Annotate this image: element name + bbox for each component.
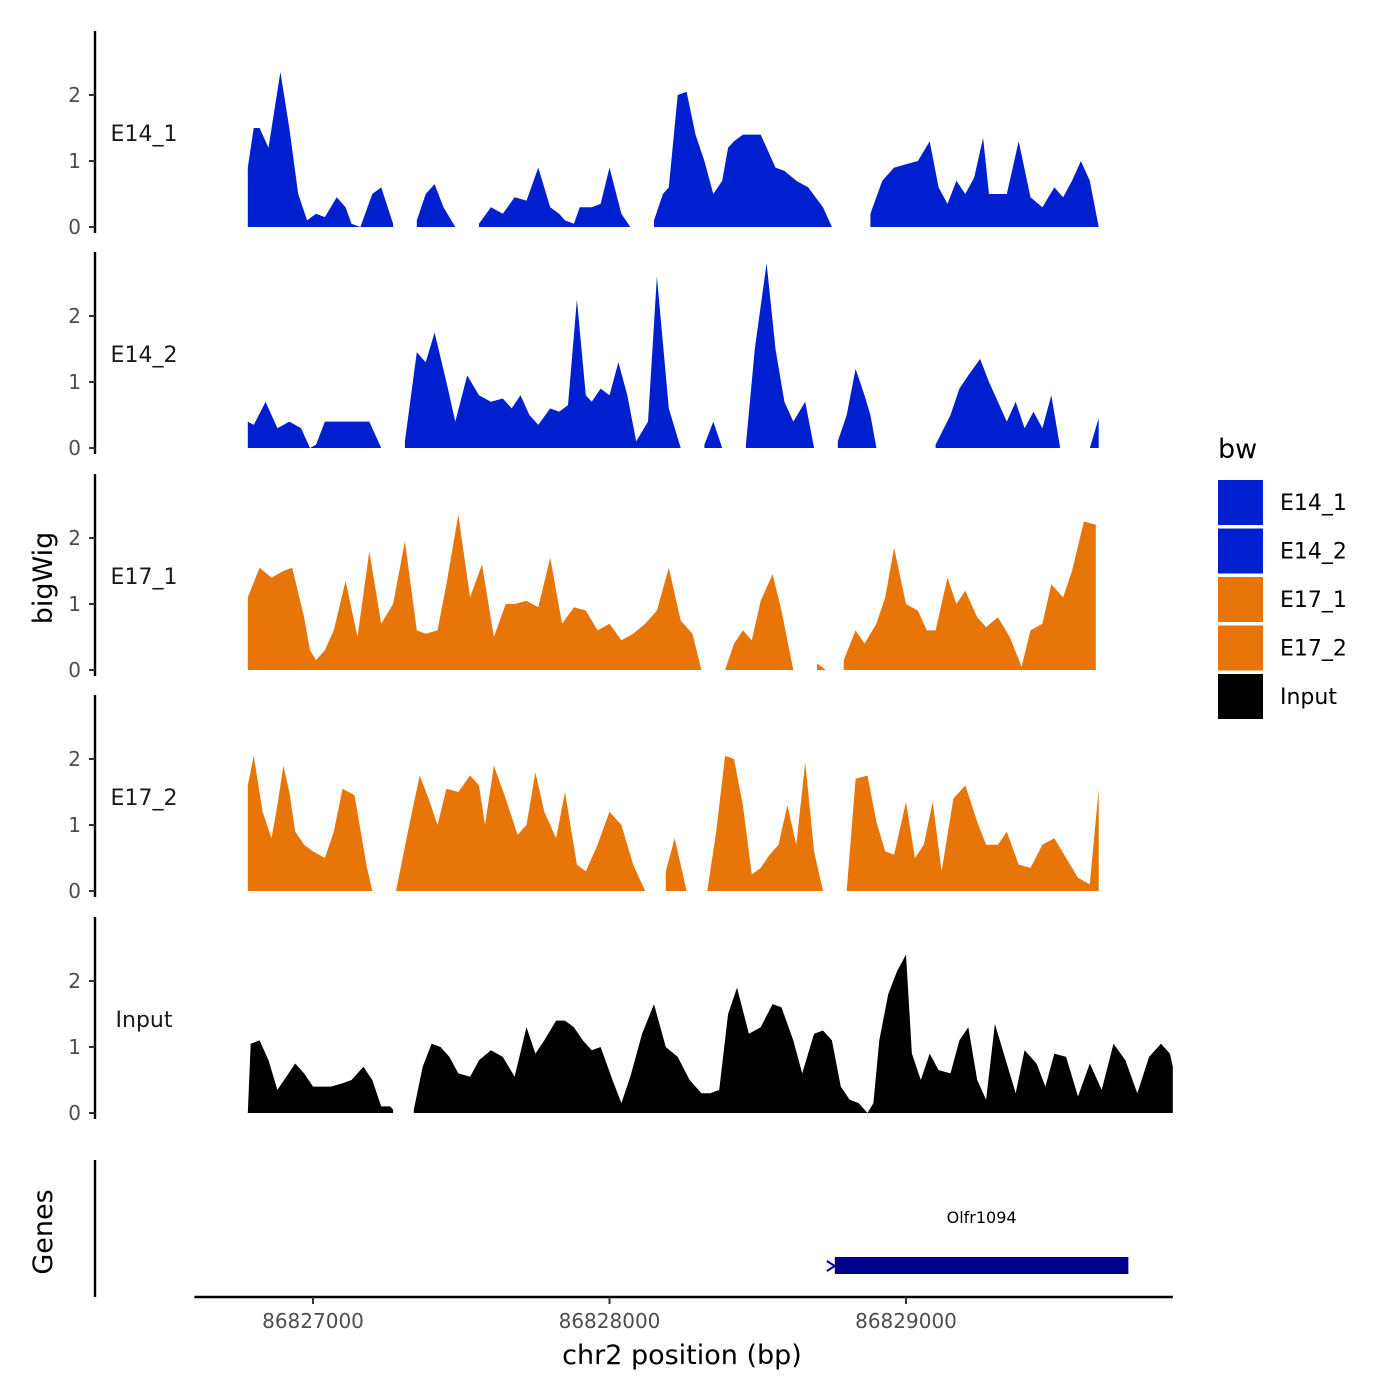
track-Input: 0 1 2 Input bbox=[68, 917, 1173, 1125]
signal-area-Input bbox=[247, 1040, 394, 1113]
legend-swatch bbox=[1218, 625, 1263, 671]
signal-area-E17_1 bbox=[725, 574, 794, 670]
legend-item-Input: Input bbox=[1218, 674, 1337, 719]
legend-swatch bbox=[1218, 480, 1263, 525]
x-tick-label: 86829000 bbox=[855, 1309, 957, 1333]
legend-label: E17_2 bbox=[1280, 637, 1347, 662]
signal-area-E17_2 bbox=[247, 755, 373, 891]
y-tick-label: 1 bbox=[68, 592, 81, 616]
y-tick-label: 1 bbox=[68, 149, 81, 173]
legend-item-E14_2: E14_2 bbox=[1218, 528, 1347, 574]
gene-body bbox=[834, 1257, 1129, 1274]
track-E14_1: 0 1 2 E14_1 bbox=[68, 31, 1099, 239]
legend-swatch bbox=[1218, 528, 1263, 574]
signal-area-E14_1 bbox=[479, 167, 631, 227]
legend: bw E14_1 E14_2 E17_1 E17_2 Input bbox=[1218, 434, 1347, 719]
signal-area-E14_2 bbox=[935, 358, 1061, 448]
legend-label: E14_2 bbox=[1280, 540, 1347, 565]
y-tick-label: 0 bbox=[68, 879, 81, 903]
y-tick-label: 1 bbox=[68, 1035, 81, 1059]
y-tick-label: 1 bbox=[68, 370, 81, 394]
signal-area-E17_2 bbox=[846, 775, 1099, 891]
y-tick-label: 0 bbox=[68, 658, 81, 682]
legend-item-E17_1: E17_1 bbox=[1218, 577, 1347, 622]
signal-area-E17_2 bbox=[707, 755, 823, 891]
signal-area-E14_2 bbox=[1089, 418, 1099, 448]
signal-area-E14_2 bbox=[745, 263, 815, 448]
track-label: E17_1 bbox=[111, 565, 178, 590]
signal-area-E14_2 bbox=[404, 276, 681, 448]
y-tick-label: 2 bbox=[68, 83, 81, 107]
signal-area-E14_1 bbox=[247, 71, 394, 228]
legend-label: E14_1 bbox=[1280, 491, 1347, 516]
legend-title: bw bbox=[1218, 434, 1257, 465]
signal-area-E17_2 bbox=[665, 838, 687, 891]
x-tick-label: 86828000 bbox=[559, 1309, 661, 1333]
signal-area-E14_1 bbox=[654, 91, 832, 227]
gene-Olfr1094: Olfr1094 bbox=[826, 1208, 1129, 1274]
track-label: E14_1 bbox=[111, 122, 178, 147]
y-tick-label: 2 bbox=[68, 747, 81, 771]
genes-panel: Olfr1094 bbox=[93, 1160, 1129, 1297]
signal-area-E17_1 bbox=[817, 663, 826, 670]
signal-area-E17_1 bbox=[843, 521, 1096, 670]
gene-strand-arrow bbox=[826, 1260, 837, 1272]
track-label: E14_2 bbox=[111, 343, 178, 368]
x-tick-label: 86827000 bbox=[262, 1309, 364, 1333]
y-tick-label: 0 bbox=[68, 1101, 81, 1125]
y-tick-label: 2 bbox=[68, 969, 81, 993]
legend-swatch bbox=[1218, 674, 1263, 719]
track-label: Input bbox=[116, 1008, 173, 1033]
legend-item-E17_2: E17_2 bbox=[1218, 625, 1347, 671]
y-tick-label: 2 bbox=[68, 526, 81, 550]
track-E17_1: 0 1 2 E17_1 bbox=[68, 474, 1096, 682]
y-tick-label: 2 bbox=[68, 304, 81, 328]
signal-area-Input bbox=[413, 954, 1173, 1113]
track-E14_2: 0 1 2 E14_2 bbox=[68, 252, 1099, 460]
x-axis: 86827000 86828000 86829000 bbox=[194, 1295, 1173, 1333]
signal-area-E17_1 bbox=[247, 514, 702, 670]
signal-area-E14_2 bbox=[837, 368, 877, 448]
y-tick-label: 1 bbox=[68, 813, 81, 837]
gene-label: Olfr1094 bbox=[947, 1208, 1017, 1227]
legend-swatch bbox=[1218, 577, 1263, 622]
genes-axis-title: Genes bbox=[28, 1189, 59, 1274]
y-axis-title: bigWig bbox=[28, 532, 59, 625]
signal-area-E14_1 bbox=[416, 184, 456, 227]
x-axis-title: chr2 position (bp) bbox=[562, 1340, 802, 1371]
signal-area-E14_1 bbox=[870, 137, 1099, 227]
track-E17_2: 0 1 2 E17_2 bbox=[68, 695, 1099, 903]
signal-area-E14_2 bbox=[704, 421, 723, 448]
signal-area-E17_2 bbox=[396, 765, 646, 891]
legend-label: Input bbox=[1280, 685, 1337, 710]
y-tick-label: 0 bbox=[68, 215, 81, 239]
tracks-panel: 0 1 2 E14_1 0 1 2 E14_2 0 1 2 E17_1 0 1 2 E17_2 0 1 2 Input bbox=[68, 31, 1173, 1125]
legend-label: E17_1 bbox=[1280, 588, 1347, 613]
y-tick-label: 0 bbox=[68, 436, 81, 460]
track-label: E17_2 bbox=[111, 786, 178, 811]
signal-area-E14_2 bbox=[247, 401, 382, 448]
legend-item-E14_1: E14_1 bbox=[1218, 480, 1347, 525]
